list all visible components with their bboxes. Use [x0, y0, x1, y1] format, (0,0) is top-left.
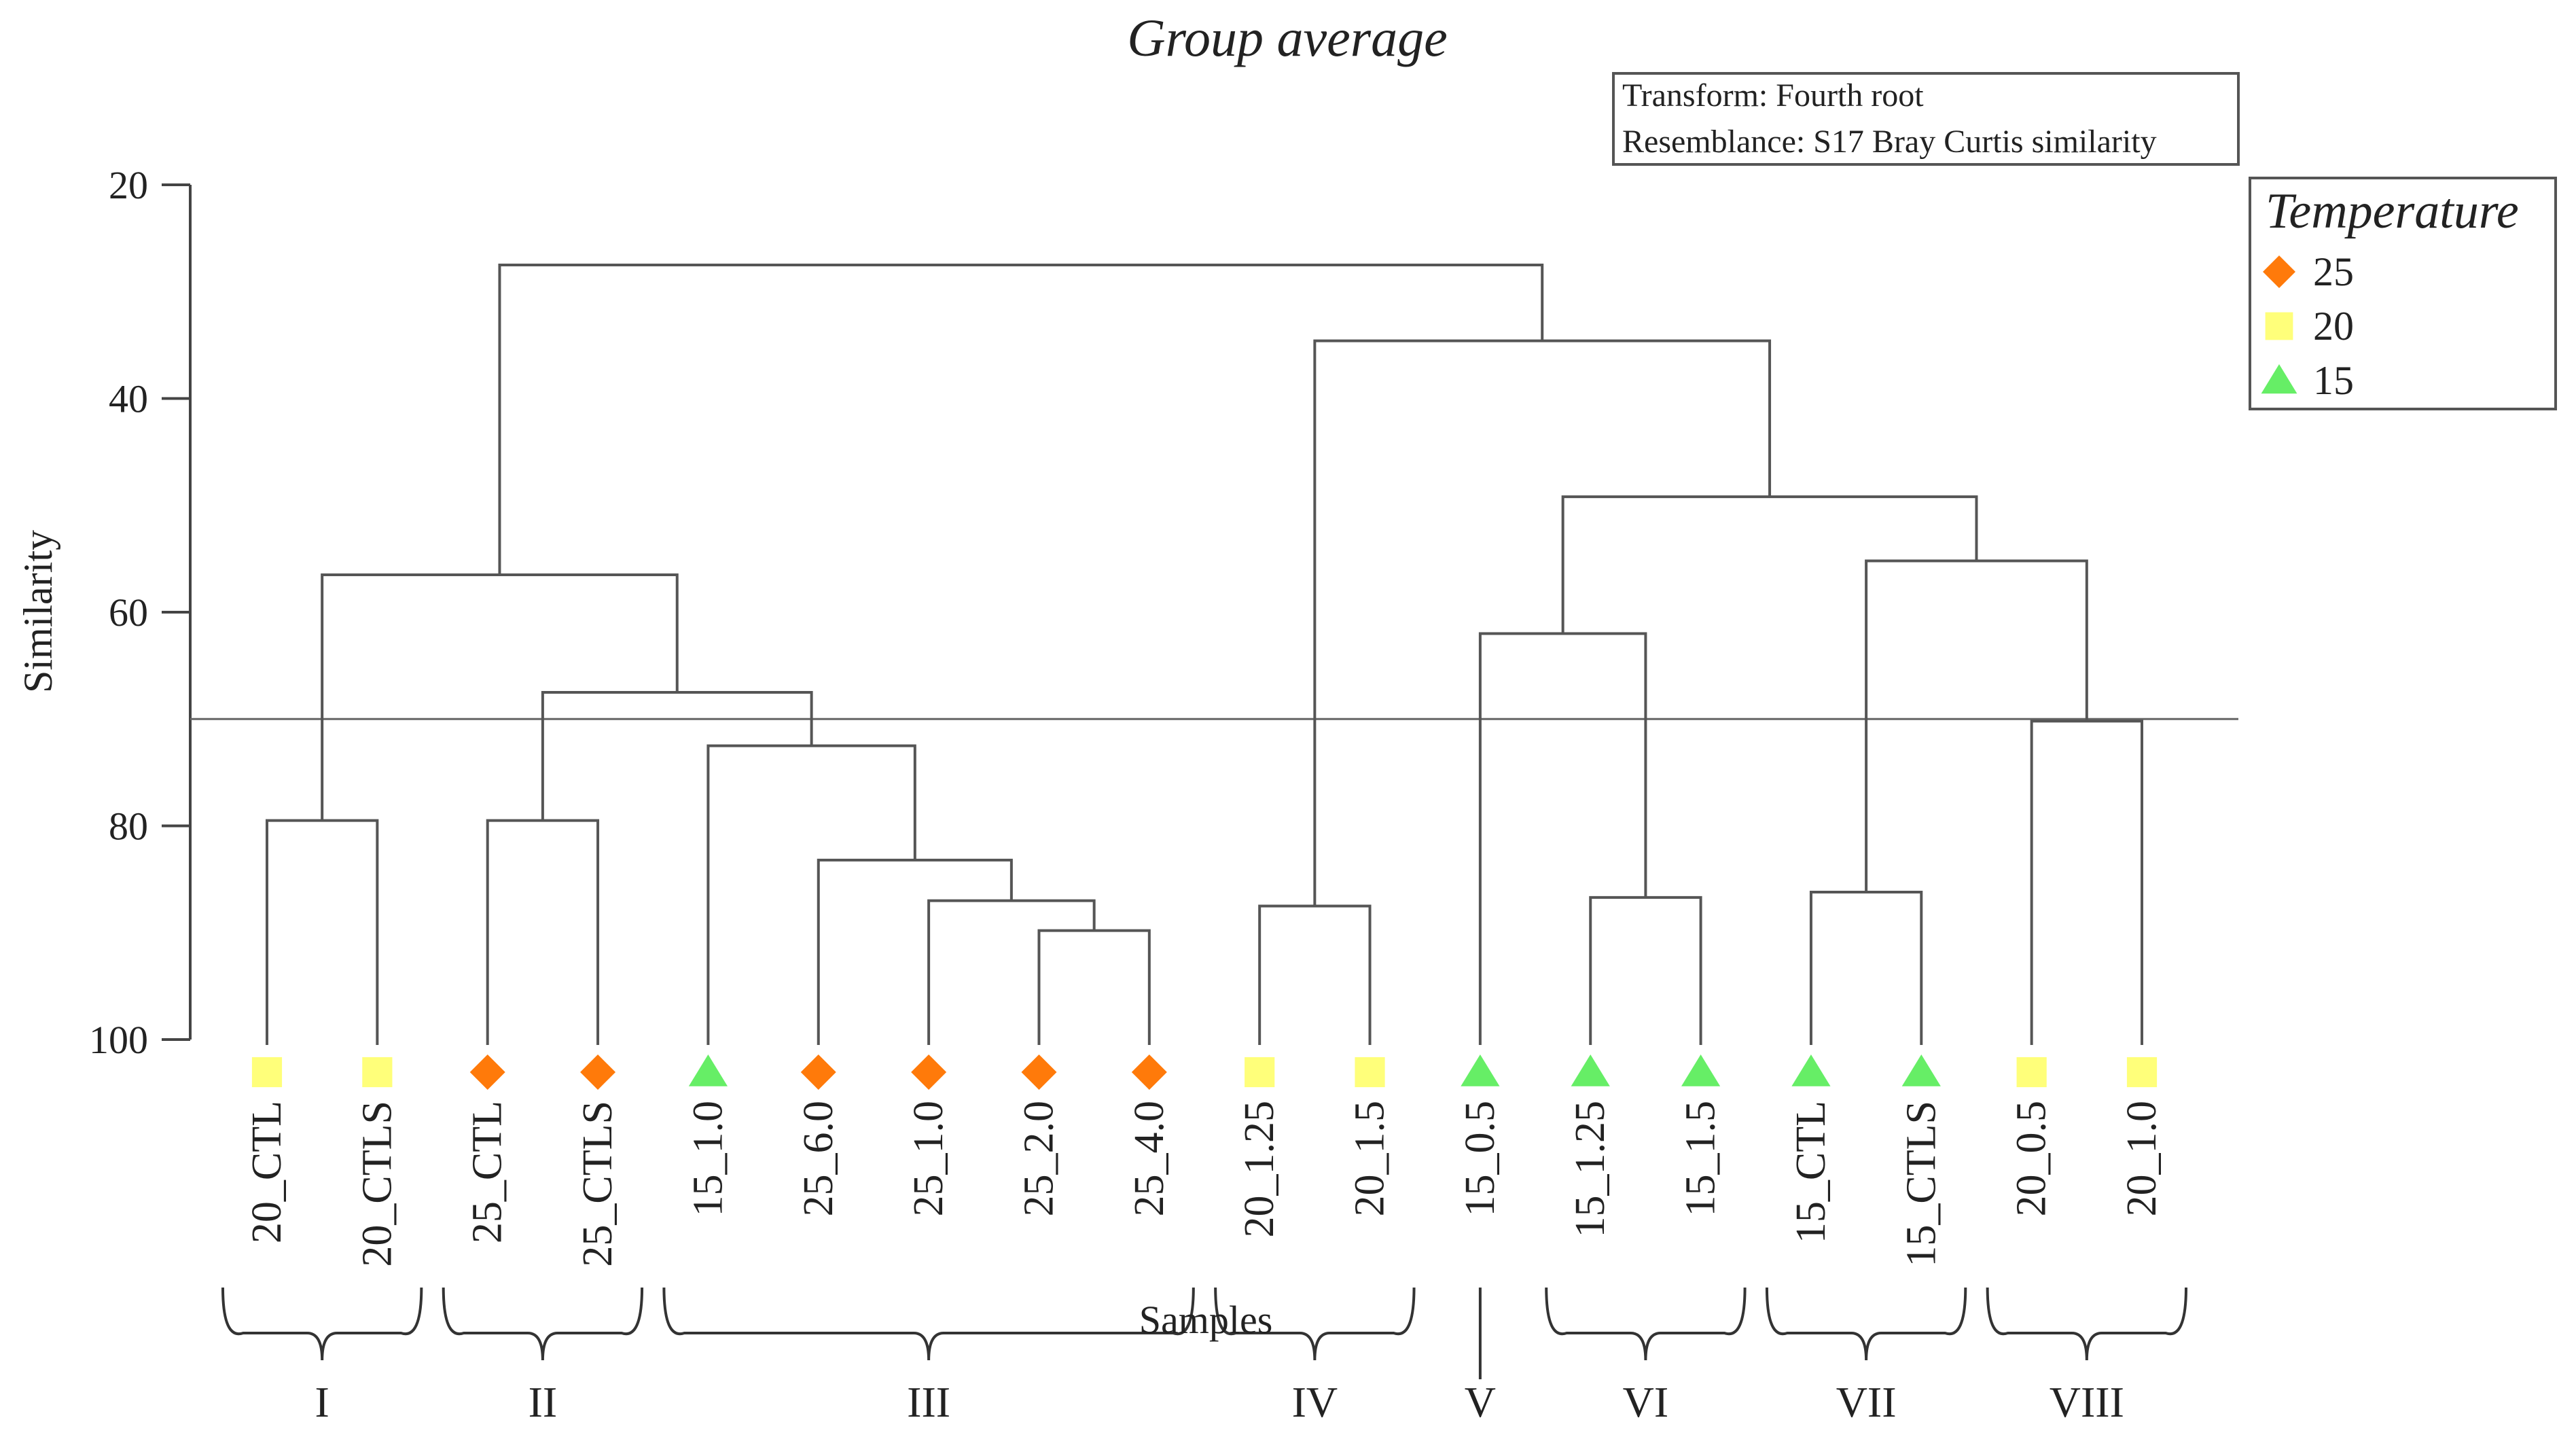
y-tick-label: 20 — [109, 163, 148, 207]
leaf-marker — [1021, 1054, 1057, 1090]
group-brace — [1545, 1287, 1747, 1361]
leaf-marker — [1791, 1054, 1831, 1086]
leaf-marker — [2126, 1057, 2158, 1088]
group-label: VIII — [2050, 1378, 2124, 1426]
leaf-label: 20_0.5 — [2009, 1101, 2055, 1217]
leaf-label: 15_CTL — [1788, 1101, 1834, 1243]
dendrogram-link — [1809, 890, 1923, 1045]
y-tick-label: 80 — [109, 804, 148, 849]
leaf-label: 15_CTLS — [1898, 1101, 1944, 1267]
y-axis-label: Similarity — [16, 530, 60, 693]
leaf-marker — [688, 1054, 728, 1086]
dendrogram-link — [541, 690, 813, 821]
legend-marker-diamond — [2263, 255, 2295, 288]
leaf-marker — [1681, 1054, 1721, 1086]
group-label: IV — [1292, 1378, 1338, 1426]
legend-frame — [2249, 177, 2557, 410]
leaf-marker — [580, 1054, 616, 1090]
group-label: VII — [1836, 1378, 1897, 1426]
dendrogram-link — [2030, 720, 2143, 1045]
dendrogram-link — [1313, 339, 1772, 906]
leaf-marker — [911, 1054, 947, 1090]
legend-label: 25 — [2313, 249, 2354, 294]
leaf-marker — [1461, 1054, 1500, 1086]
group-brace — [442, 1287, 644, 1361]
chart-title: Group average — [1127, 8, 1448, 67]
y-ticks: 20 40 60 80 100 — [89, 163, 190, 1062]
note-frame — [1612, 72, 2240, 166]
leaf-label: 25_6.0 — [795, 1101, 842, 1217]
y-tick-label: 100 — [89, 1018, 148, 1062]
dendrogram-link — [266, 819, 379, 1045]
dendrogram-link — [1561, 495, 1978, 634]
leaf-label: 25_2.0 — [1016, 1101, 1062, 1217]
legend-title: Temperature — [2266, 183, 2519, 239]
leaf-label: 25_4.0 — [1126, 1101, 1173, 1217]
group-brace — [1765, 1287, 1967, 1361]
leaf-marker — [251, 1057, 283, 1088]
leaf-label: 20_1.0 — [2119, 1101, 2165, 1217]
group-label: III — [907, 1378, 950, 1426]
resemblance-note: Resemblance: S17 Bray Curtis similarity — [1622, 124, 2157, 160]
group-braces: I II III IV V VI VII VIII — [221, 1287, 2187, 1426]
legend-marker-square — [2265, 312, 2293, 340]
leaf-label: 20_1.25 — [1236, 1101, 1283, 1238]
y-axis: 20 40 60 80 100 Similarity — [16, 163, 192, 1062]
leaf-marker — [2016, 1057, 2047, 1088]
dendrogram-link — [1478, 632, 1647, 1045]
leaf-label: 25_CTL — [465, 1101, 511, 1243]
legend: Temperature 25 20 15 — [2249, 177, 2557, 410]
leaf-marker — [800, 1054, 836, 1090]
group-label: V — [1465, 1378, 1496, 1426]
leaf-marker — [1245, 1057, 1275, 1088]
leaf-marker — [1131, 1054, 1167, 1090]
resemblance-note-box: Transform: Fourth root Resemblance: S17 … — [1612, 72, 2240, 166]
leaf-label: 15_1.5 — [1678, 1101, 1724, 1217]
dendrogram-link — [706, 744, 916, 1045]
dendrogram-link — [498, 263, 1544, 575]
leaf-markers — [251, 1054, 2158, 1090]
dendrogram-link — [1865, 559, 2088, 892]
y-tick-label: 40 — [109, 377, 148, 421]
dendrogram-branches — [266, 263, 2143, 1045]
leaf-label: 20_CTLS — [354, 1101, 400, 1267]
group-brace — [1986, 1287, 2187, 1361]
leaf-label: 15_0.5 — [1457, 1101, 1503, 1217]
leaf-marker — [469, 1054, 505, 1090]
leaf-marker — [362, 1057, 393, 1088]
legend-marker-triangle — [2261, 364, 2297, 394]
leaf-marker — [1355, 1057, 1385, 1088]
group-brace — [221, 1287, 423, 1361]
leaf-label: 15_1.0 — [685, 1101, 731, 1217]
legend-items: 25 20 15 — [2261, 249, 2354, 403]
leaf-label: 20_1.5 — [1347, 1101, 1393, 1217]
leaf-label: 20_CTL — [244, 1101, 290, 1243]
group-brace — [662, 1287, 1195, 1361]
leaf-marker — [1571, 1054, 1610, 1086]
dendrogram-link — [1258, 904, 1372, 1045]
group-label: II — [529, 1378, 558, 1426]
transform-note: Transform: Fourth root — [1622, 77, 1924, 113]
leaf-labels: 20_CTL 20_CTLS 25_CTL 25_CTLS 15_1.0 25_6.0 25… — [244, 1101, 2165, 1267]
dendrogram-link — [486, 819, 600, 1045]
leaf-label: 25_CTLS — [575, 1101, 621, 1267]
leaf-label: 15_1.25 — [1567, 1101, 1613, 1238]
dendrogram-link — [1589, 896, 1702, 1045]
leaf-marker — [1901, 1054, 1941, 1086]
y-tick-label: 60 — [109, 590, 148, 635]
group-label: VI — [1623, 1378, 1669, 1426]
legend-label: 15 — [2313, 358, 2354, 403]
dendrogram-link — [1037, 929, 1151, 1045]
x-axis-label: Samples — [1139, 1298, 1273, 1342]
dendrogram-link — [927, 899, 1096, 1045]
dendrogram-link — [321, 573, 679, 821]
group-label: I — [315, 1378, 329, 1426]
leaf-label: 25_1.0 — [906, 1101, 952, 1217]
group-brace — [1214, 1287, 1416, 1361]
legend-label: 20 — [2313, 304, 2354, 349]
dendrogram-link — [817, 858, 1013, 1045]
